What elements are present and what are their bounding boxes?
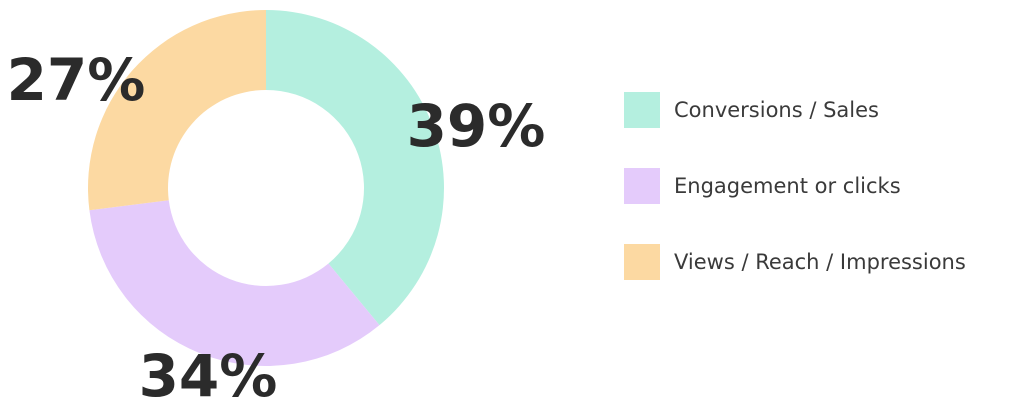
donut-slice-conversions <box>266 10 444 326</box>
chart-legend: Conversions / Sales Engagement or clicks… <box>624 92 1014 320</box>
value-label-engagement: 34% <box>139 342 278 400</box>
legend-label-engagement: Engagement or clicks <box>674 174 901 198</box>
legend-item-engagement: Engagement or clicks <box>624 168 1014 204</box>
legend-swatch-conversions <box>624 92 660 128</box>
legend-label-conversions: Conversions / Sales <box>674 98 879 122</box>
donut-slice-engagement <box>89 200 380 366</box>
legend-item-conversions: Conversions / Sales <box>624 92 1014 128</box>
legend-swatch-views <box>624 244 660 280</box>
value-label-conversions: 39% <box>407 92 546 160</box>
value-label-views: 27% <box>7 46 146 114</box>
legend-label-views: Views / Reach / Impressions <box>674 250 966 274</box>
legend-swatch-engagement <box>624 168 660 204</box>
donut-slice-views <box>87 10 266 211</box>
legend-item-views: Views / Reach / Impressions <box>624 244 1014 280</box>
